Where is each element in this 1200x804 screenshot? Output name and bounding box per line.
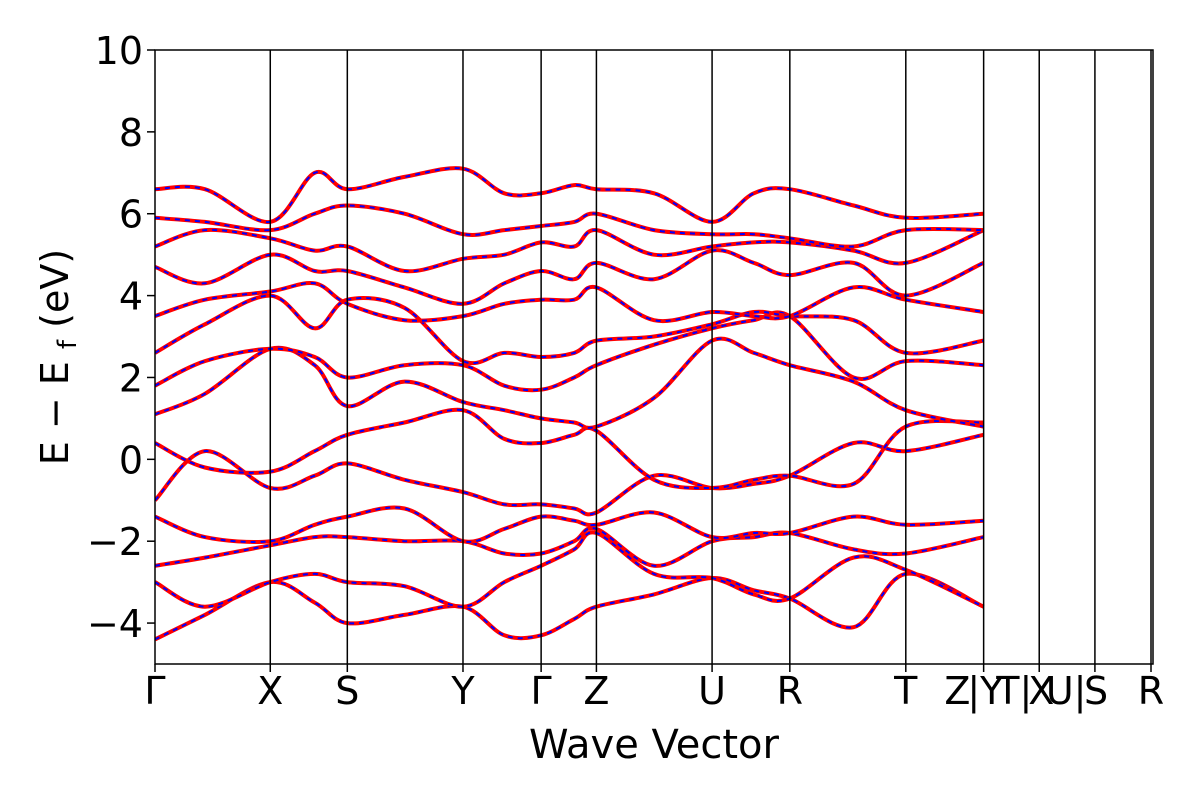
- bands-layer: [155, 166, 985, 642]
- band-7-dashed: [155, 311, 984, 392]
- y-tick-label: 4: [119, 275, 143, 319]
- band-6-dashed: [155, 337, 984, 429]
- x-tick-label: U: [698, 669, 726, 713]
- y-tick-label: −4: [87, 602, 143, 646]
- y-axis-title-subscript: f: [53, 339, 83, 349]
- y-tick-label: 2: [119, 356, 143, 400]
- x-tick-label: T: [893, 669, 918, 713]
- x-tick-label: X: [1028, 669, 1054, 713]
- x-tick-label: Γ: [144, 669, 165, 713]
- band-8-dashed: [155, 294, 984, 365]
- band-3-line: [155, 505, 984, 544]
- x-tick-label: T|: [995, 669, 1032, 714]
- band-0-dashed: [155, 572, 985, 641]
- band-12-dashed: [155, 204, 984, 248]
- y-tick-label: 10: [95, 29, 143, 73]
- x-tick-label: X: [257, 669, 283, 713]
- band-13-dashed: [155, 167, 984, 223]
- band-2-dashed: [155, 527, 984, 567]
- x-tick-label: R: [777, 669, 803, 713]
- x-tick-label: R: [1138, 669, 1164, 713]
- x-tick-label: Γ: [531, 669, 552, 713]
- band-2-line: [155, 526, 985, 568]
- band-1-dashed: [155, 531, 985, 608]
- plot-frame: [154, 49, 1154, 665]
- x-tick-label: Z: [583, 669, 609, 713]
- x-tick-label: S: [1084, 669, 1108, 713]
- band-4-dashed: [155, 433, 984, 516]
- x-tick-label: U|: [1046, 669, 1087, 714]
- band-13-line: [155, 166, 984, 224]
- band-4-line: [155, 432, 985, 517]
- x-tick-label: Y: [450, 669, 475, 713]
- x-axis-ticks: Γ X S Y Γ Z U R T Z|YT|XU|S R: [144, 664, 1164, 714]
- x-axis-title: Wave Vector: [529, 722, 780, 768]
- band-10-line: [155, 248, 985, 306]
- band-11-dashed: [155, 228, 984, 273]
- x-tick-label: Z: [944, 669, 970, 713]
- x-tick-label: |Y: [967, 669, 1004, 714]
- band-8-line: [155, 293, 984, 366]
- y-tick-label: 6: [119, 193, 143, 237]
- band-9-dashed: [155, 281, 984, 323]
- high-symmetry-lines: [269, 50, 1152, 664]
- y-axis-title-unit: (eV): [33, 249, 77, 328]
- x-tick-label: S: [335, 669, 359, 713]
- y-tick-label: 0: [119, 438, 143, 482]
- y-tick-label: −2: [87, 520, 143, 564]
- y-axis-ticks: −4 −2 0 2 4 6 8 10: [87, 29, 155, 646]
- y-tick-label: 8: [119, 111, 143, 155]
- band-0-line: [155, 571, 985, 642]
- y-axis-title: E − E f (eV): [33, 249, 85, 465]
- y-axis-title-main: E − E: [33, 361, 77, 465]
- band-9-line: [155, 280, 984, 324]
- band-3-dashed: [155, 506, 984, 543]
- band-5-dashed: [155, 408, 984, 490]
